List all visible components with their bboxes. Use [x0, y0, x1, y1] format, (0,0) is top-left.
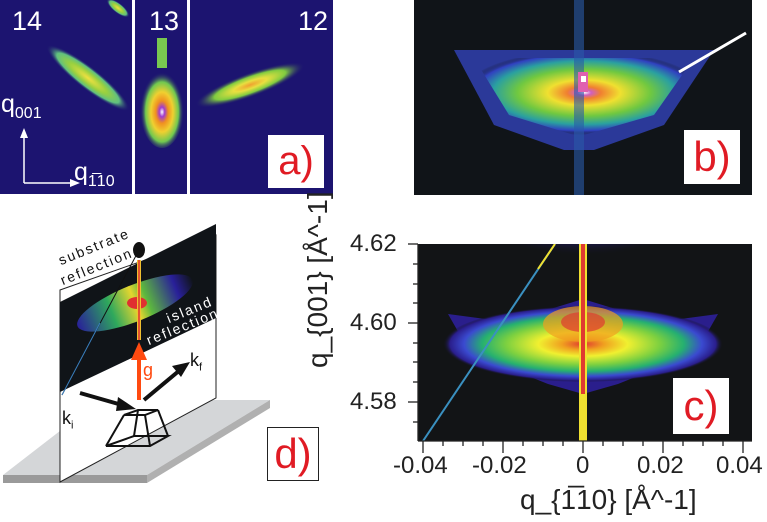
- panel-label-d: d): [267, 427, 319, 481]
- vector-g-label: g: [143, 360, 154, 380]
- x-tick-0: 0: [576, 452, 590, 479]
- panel-a-intensity-map: [20, 0, 305, 194]
- x-tick-0.02: 0.02: [637, 452, 684, 479]
- panel-label-c-text: c): [683, 382, 719, 429]
- panel-b: b): [414, 0, 752, 195]
- subpanel-number-14: 14: [12, 6, 43, 36]
- panel-c-heatmap: [422, 244, 723, 441]
- axis-sub-110: 1̅10: [87, 173, 115, 190]
- panel-label-b: b): [684, 130, 740, 184]
- subpanel-number-13: 13: [149, 6, 180, 36]
- y-tick-4.58: 4.58: [350, 388, 397, 415]
- axis-label-q001: q001: [1, 90, 42, 123]
- panel-label-a-text: a): [278, 139, 314, 183]
- panel-d: substrate reflection island reflection g…: [0, 200, 330, 522]
- x-tick-0.04: 0.04: [716, 452, 763, 479]
- panel-label-c: c): [673, 378, 729, 434]
- ki-letter: k: [62, 408, 71, 428]
- x-axis-title-text: q_{1̅10} [Å^-1]: [520, 484, 697, 515]
- x-tick--0.04: -0.04: [393, 452, 448, 479]
- axis-q-letter: q: [1, 90, 15, 118]
- y-axis-title-text: q_{001} [Å^-1]: [302, 191, 333, 368]
- kf-sub: f: [199, 361, 203, 374]
- x-tick--0.02: -0.02: [472, 452, 527, 479]
- panel-label-b-text: b): [693, 133, 731, 180]
- y-axis-title: q_{001} [Å^-1]: [302, 188, 334, 368]
- ki-sub: i: [71, 419, 74, 432]
- panel-c-plot-area: c): [418, 244, 752, 441]
- panel-label-d-text: d): [274, 430, 312, 477]
- axis-label-q110: q1̅10: [74, 158, 115, 191]
- vector-ki-label: ki: [62, 408, 73, 432]
- x-axis-title: q_{1̅10} [Å^-1]: [520, 484, 697, 516]
- vector-kf-label: kf: [190, 350, 202, 374]
- y-tick-4.62: 4.62: [350, 230, 397, 257]
- axis-sub-001: 001: [14, 105, 42, 122]
- panel-b-intensity-map: [454, 0, 747, 195]
- y-tick-4.60: 4.60: [350, 309, 397, 336]
- axis-q-letter: q: [74, 158, 88, 186]
- panel-a: 14 13 12 q001 q1̅10 a): [0, 0, 333, 194]
- panel-d-scattering-diagram: [3, 224, 270, 483]
- kf-letter: k: [190, 350, 199, 370]
- subpanel-number-12: 12: [298, 6, 329, 36]
- panel-label-a: a): [268, 135, 324, 188]
